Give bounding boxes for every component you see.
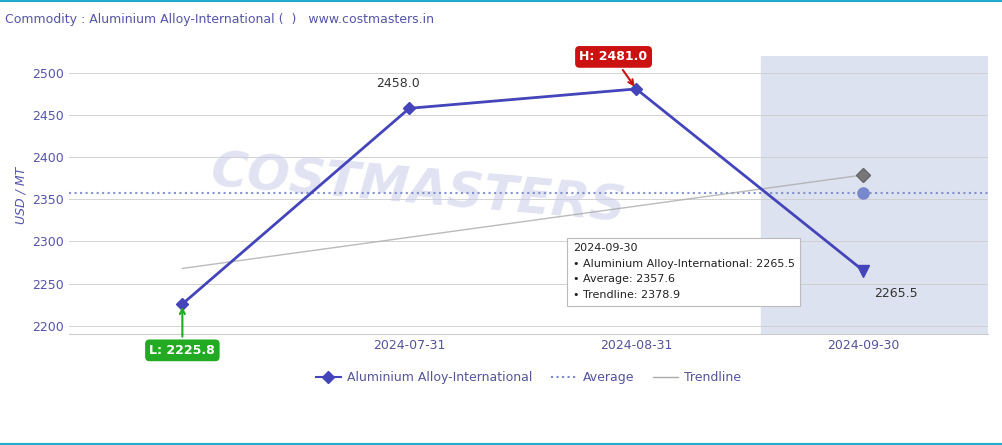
Bar xyxy=(761,56,987,334)
Text: COSTMASTERS: COSTMASTERS xyxy=(208,147,627,231)
Text: 2024-09-30
• Aluminium Alloy-International: 2265.5
• Average: 2357.6
• Trendline: 2024-09-30 • Aluminium Alloy-Internation… xyxy=(572,243,794,300)
Text: L: 2225.8: L: 2225.8 xyxy=(149,309,215,357)
Text: H: 2481.0: H: 2481.0 xyxy=(579,50,647,85)
Text: 2265.5: 2265.5 xyxy=(874,287,917,300)
Text: 2458.0: 2458.0 xyxy=(376,77,420,90)
Text: Commodity : Aluminium Alloy-International (  )   www.costmasters.in: Commodity : Aluminium Alloy-Internationa… xyxy=(5,13,434,26)
Y-axis label: USD / MT: USD / MT xyxy=(15,166,28,224)
Legend: Aluminium Alloy-International, Average, Trendline: Aluminium Alloy-International, Average, … xyxy=(311,366,745,389)
